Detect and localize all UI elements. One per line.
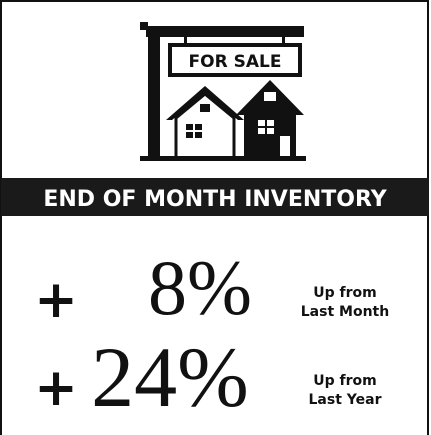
- attic-window: [200, 104, 210, 112]
- stat-value: 8%: [148, 244, 252, 331]
- stat-value: 24%: [91, 329, 249, 425]
- stat-note: Up from: [313, 373, 376, 389]
- sign-hook: [282, 37, 285, 46]
- stat-note: Last Year: [309, 392, 382, 408]
- sign-label: FOR SALE: [189, 52, 282, 72]
- window-bar: [186, 130, 202, 132]
- house-door: [280, 136, 290, 158]
- stat-sign: +: [34, 358, 78, 418]
- ground: [140, 156, 306, 161]
- sign-post: [148, 26, 160, 160]
- sign-board: [168, 43, 302, 77]
- house-body: [174, 92, 236, 160]
- for-sale-icon: FOR SALE: [140, 22, 306, 161]
- banner: [1, 178, 429, 216]
- stat-note: Last Month: [301, 304, 389, 320]
- sign-hook: [184, 37, 187, 46]
- attic-window: [264, 92, 276, 101]
- sign-cap: [140, 22, 148, 30]
- stat-note: Up from: [313, 285, 376, 301]
- stat-sign: +: [34, 270, 78, 330]
- window-bar: [258, 126, 274, 128]
- sign-arm: [146, 26, 304, 37]
- banner-title: END OF MONTH INVENTORY: [43, 187, 387, 212]
